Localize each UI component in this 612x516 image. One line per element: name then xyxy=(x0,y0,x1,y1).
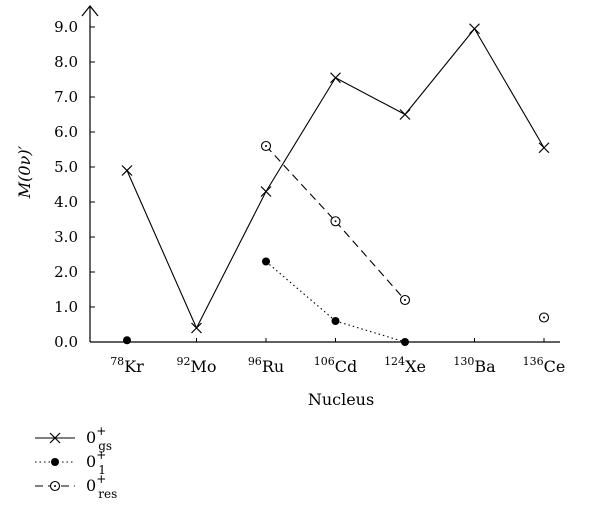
element-symbol: Kr xyxy=(124,357,144,376)
data-point xyxy=(331,317,340,325)
series-line-segment xyxy=(265,77,336,192)
data-point xyxy=(538,312,550,323)
element-symbol: Ba xyxy=(474,357,496,376)
element-symbol: Xe xyxy=(405,357,426,376)
data-point xyxy=(123,336,131,345)
data-point xyxy=(399,109,411,120)
data-point xyxy=(262,257,270,266)
y-tick-label: 0.0 xyxy=(54,333,78,351)
element-symbol: Mo xyxy=(190,357,216,376)
series-line-segment xyxy=(474,28,545,149)
series-0-1 xyxy=(123,257,409,346)
y-tick-label: 9.0 xyxy=(54,18,78,36)
data-point xyxy=(191,322,202,334)
mass-number: 96 xyxy=(248,355,262,368)
y-ticks: 0.0 1.0 2.0 3.0 4.0 5.0 6.0 7.0 8.0 9.0 xyxy=(54,18,95,351)
series-0-res xyxy=(260,140,550,323)
x-axis-title: Nucleus xyxy=(308,390,374,409)
legend-item: 0+ 1 xyxy=(35,448,106,477)
y-tick-label: 2.0 xyxy=(54,263,78,281)
y-tick-label: 6.0 xyxy=(54,123,78,141)
y-tick-label: 8.0 xyxy=(54,53,78,71)
legend-label: 0+ 1 xyxy=(86,448,106,477)
legend-item: 0+ res xyxy=(35,472,117,501)
data-point xyxy=(330,72,341,84)
series-line-segment xyxy=(335,220,406,301)
legend: 0+ gs0+ 10+ res xyxy=(35,424,117,501)
series-0-gs xyxy=(121,23,550,334)
element-symbol: Ru xyxy=(262,357,284,376)
x-category-label: 92Mo xyxy=(176,355,216,376)
y-axis-title: M(0ν)′ xyxy=(15,145,34,199)
mass-number: 106 xyxy=(314,355,335,368)
legend-label: 0+ gs xyxy=(86,424,112,453)
x-category-label: 130Ba xyxy=(453,355,496,376)
series-line-segment xyxy=(126,170,198,329)
data-point xyxy=(330,216,341,227)
mass-number: 78 xyxy=(110,355,124,368)
y-tick-label: 7.0 xyxy=(54,88,78,106)
axes xyxy=(81,5,560,343)
x-category-labels: 78Kr 92Mo 96Ru 106Cd 124Xe 130Ba 136Ce xyxy=(110,338,565,376)
series-line-segment xyxy=(404,28,475,115)
y-axis-arrow-icon xyxy=(81,5,99,17)
y-tick-label: 1.0 xyxy=(54,298,78,316)
mass-number: 124 xyxy=(384,355,405,368)
mass-number: 92 xyxy=(176,355,190,368)
legend-item: 0+ gs xyxy=(35,424,112,453)
x-category-label: 124Xe xyxy=(384,355,426,376)
series-line-segment xyxy=(265,261,336,322)
x-category-label: 106Cd xyxy=(314,355,357,376)
element-symbol: Cd xyxy=(335,357,357,376)
legend-marker xyxy=(49,432,61,444)
legend-marker xyxy=(49,480,61,492)
data-point xyxy=(260,186,272,197)
series-line-segment xyxy=(335,320,406,343)
y-tick-label: 4.0 xyxy=(54,193,78,211)
legend-marker xyxy=(51,458,59,466)
data-point xyxy=(399,294,411,306)
data-point xyxy=(469,23,480,35)
x-category-label: 78Kr xyxy=(110,355,144,376)
data-point xyxy=(401,338,409,346)
mass-number: 130 xyxy=(453,355,474,368)
y-tick-label: 5.0 xyxy=(54,158,78,176)
y-tick-label: 3.0 xyxy=(54,228,78,246)
x-category-label: 136Ce xyxy=(523,355,566,376)
series-layer xyxy=(121,23,550,346)
data-point xyxy=(260,140,272,152)
x-category-label: 96Ru xyxy=(248,355,284,376)
series-line-segment xyxy=(265,145,336,222)
data-point xyxy=(538,142,550,154)
element-symbol: Ce xyxy=(544,357,566,376)
series-line-segment xyxy=(335,77,406,115)
legend-label: 0+ res xyxy=(86,472,117,501)
data-point xyxy=(121,165,133,176)
series-line-segment xyxy=(196,191,267,329)
mass-number: 136 xyxy=(523,355,544,368)
